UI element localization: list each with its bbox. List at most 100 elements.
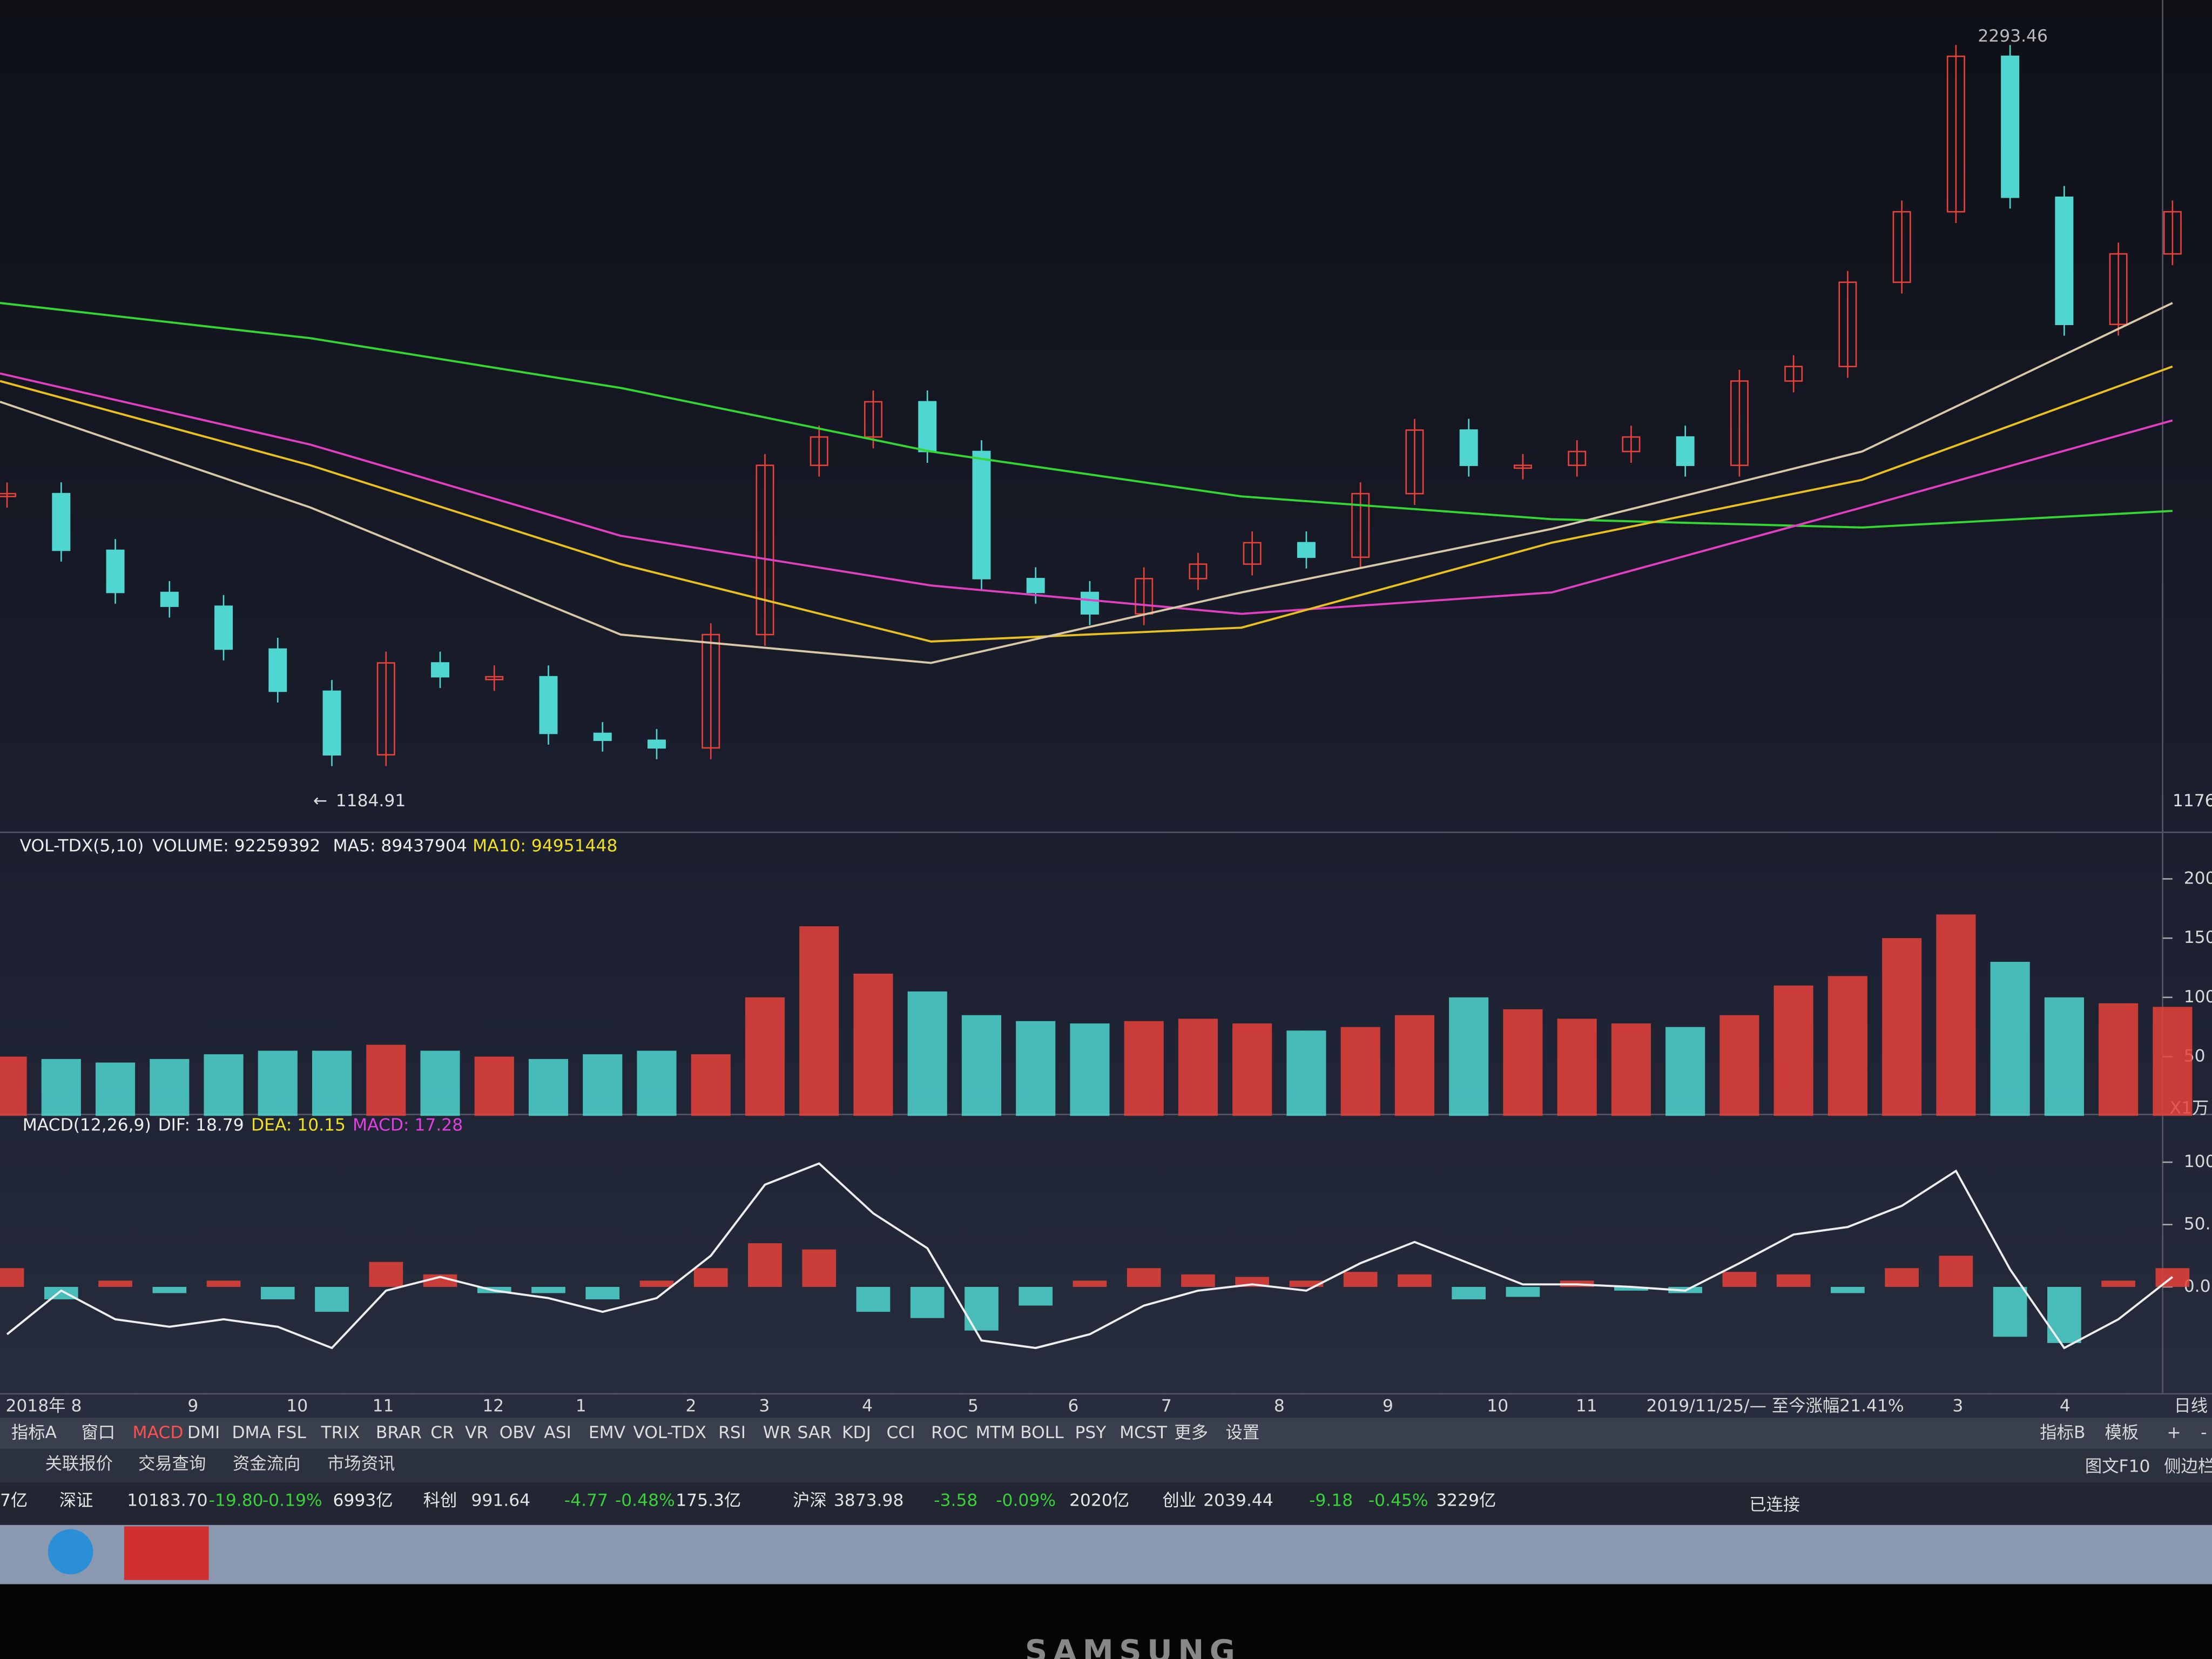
tab[interactable]: + [2167, 1423, 2181, 1442]
volume-bar [41, 1058, 81, 1116]
volume-bar [95, 1062, 136, 1116]
volume-bar [528, 1058, 569, 1116]
macd-bar [802, 1249, 837, 1287]
macd-bar [206, 1280, 241, 1287]
time-label: 2 [686, 1396, 697, 1415]
time-label: 8 [1274, 1396, 1285, 1415]
tab[interactable]: BOLL [1020, 1423, 1064, 1442]
candle [0, 493, 17, 497]
moving-average [0, 365, 2173, 643]
volume-bar [1016, 1021, 1056, 1116]
tab[interactable]: VOL-TDX [633, 1423, 706, 1442]
tab[interactable]: DMI [187, 1423, 220, 1442]
volume-bar [1665, 1027, 1705, 1116]
moving-average [0, 302, 2173, 664]
tab[interactable]: KDJ [842, 1423, 871, 1442]
tab[interactable]: WR [763, 1423, 792, 1442]
tab[interactable]: 指标A [11, 1423, 57, 1442]
link[interactable]: 市场资讯 [327, 1454, 395, 1474]
candle [593, 732, 612, 741]
link[interactable]: 资金流向 [233, 1454, 300, 1474]
macd-bar [423, 1274, 457, 1287]
dif-line [6, 1162, 2174, 1350]
candle [1459, 429, 1478, 466]
tab[interactable]: FSL [276, 1423, 306, 1442]
link[interactable]: 关联报价 [45, 1454, 113, 1474]
macd-bar [1614, 1286, 1648, 1291]
candle [431, 662, 449, 678]
link[interactable]: 交易查询 [138, 1454, 206, 1474]
tab[interactable]: EMV [589, 1423, 626, 1442]
tab[interactable]: VR [465, 1423, 488, 1442]
tab[interactable]: CR [430, 1423, 454, 1442]
candle [322, 690, 341, 756]
tab[interactable]: PSY [1075, 1423, 1107, 1442]
tab[interactable]: CCI [887, 1423, 915, 1442]
low-label: 1184.91 [336, 791, 406, 811]
macd-bar [1181, 1274, 1215, 1287]
volume-bar [2099, 1003, 2139, 1116]
tab[interactable]: 窗口 [81, 1423, 115, 1442]
tab[interactable]: OBV [500, 1423, 536, 1442]
tab[interactable]: 指标B [2040, 1423, 2085, 1442]
status-item: 沪深 [793, 1491, 827, 1510]
volume-bar [1340, 1027, 1380, 1116]
volume-bar [474, 1056, 514, 1116]
macd-bar [1398, 1274, 1432, 1287]
candle [1838, 281, 1857, 367]
macd-bar [585, 1286, 620, 1300]
volume-bar [1394, 1015, 1434, 1116]
macd-bar [1993, 1286, 2027, 1337]
candle [1351, 493, 1370, 558]
time-label: 3 [759, 1396, 770, 1415]
macd-bar [152, 1286, 187, 1293]
candle [2163, 211, 2182, 255]
taskbar [0, 1525, 2212, 1584]
app-icon[interactable] [48, 1529, 93, 1575]
tab[interactable]: ROC [931, 1423, 968, 1442]
link[interactable]: 侧边栏 [2164, 1457, 2212, 1476]
tab[interactable]: RSI [718, 1423, 746, 1442]
candle [1405, 429, 1424, 495]
dif-label: DIF: 18.79 [158, 1116, 244, 1135]
volume-bar [691, 1054, 731, 1116]
tab[interactable]: MTM [976, 1423, 1015, 1442]
volume-bar [961, 1015, 1002, 1116]
tab[interactable]: ASI [544, 1423, 571, 1442]
tab[interactable]: - [2201, 1423, 2207, 1442]
tab[interactable]: 更多 [1174, 1423, 1208, 1442]
macd-bar [1506, 1286, 1540, 1297]
tab[interactable]: BRAR [376, 1423, 422, 1442]
status-item: 7亿 [0, 1491, 28, 1510]
tab[interactable]: MACD [133, 1423, 184, 1442]
dea-label: DEA: 10.15 [251, 1116, 346, 1135]
macd-bar [1073, 1280, 1107, 1287]
tab[interactable]: DMA [232, 1423, 271, 1442]
candle [972, 450, 991, 579]
status-item: 2039.44 [1203, 1491, 1273, 1510]
volume-bar [1990, 962, 2030, 1116]
macd-bar [693, 1268, 728, 1287]
tab[interactable]: MCST [1120, 1423, 1168, 1442]
volume-bar [799, 926, 839, 1116]
macd-bar [910, 1286, 945, 1318]
status-bar [0, 1482, 2212, 1525]
volume-bar [1286, 1030, 1326, 1116]
link[interactable]: 图文F10 [2085, 1457, 2150, 1476]
app-icon[interactable] [124, 1526, 209, 1580]
tab[interactable]: TRIX [321, 1423, 360, 1442]
tab[interactable]: 设置 [1226, 1423, 1260, 1442]
brand: SAMSUNG [1025, 1633, 1240, 1659]
volume-bar [1611, 1023, 1651, 1116]
panel-title: MACD(12,26,9) [23, 1116, 151, 1135]
tab[interactable]: SAR [797, 1423, 832, 1442]
ma5-label: MA5: 89437904 [333, 836, 467, 855]
candle [1568, 450, 1587, 466]
candle [2055, 196, 2074, 325]
macd-bar [315, 1286, 349, 1312]
status-item: -19.80 [209, 1491, 264, 1510]
tab[interactable]: 模板 [2105, 1423, 2139, 1442]
volume-label: VOLUME: 92259392 [152, 836, 320, 855]
status-item: -3.58 [934, 1491, 977, 1510]
